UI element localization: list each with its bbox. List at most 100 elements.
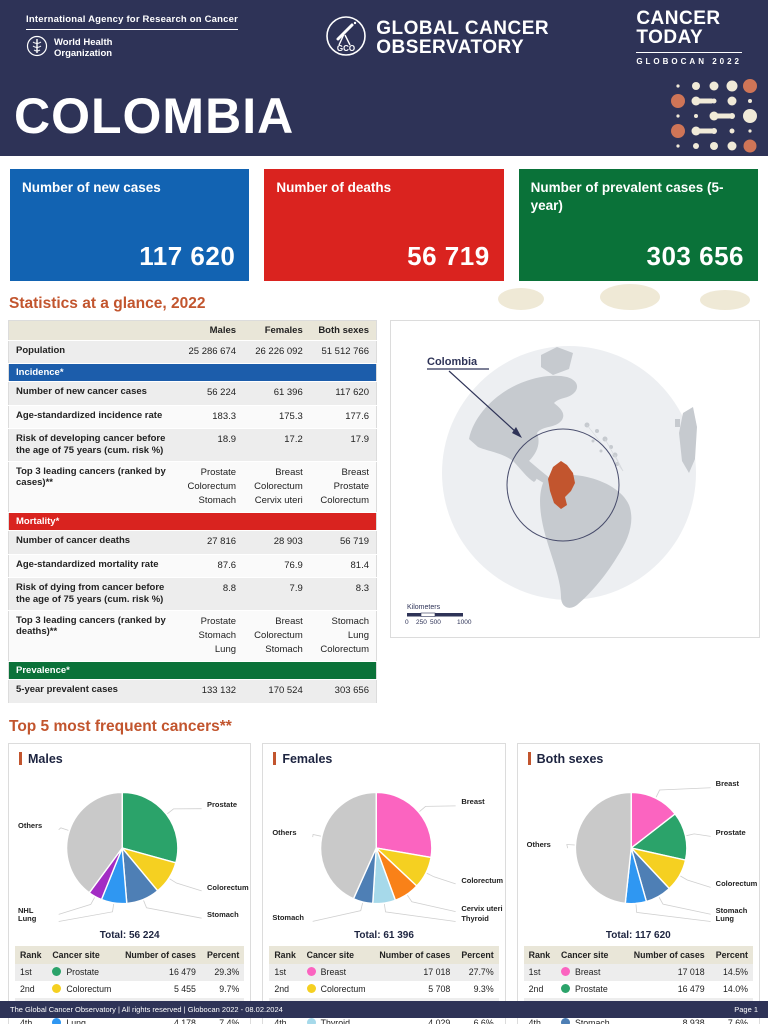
scale-tick: 1000 [457,619,472,626]
glance-header-row: Males Females Both sexes [8,320,377,341]
cases-cell: 5 455 [173,984,196,994]
row-label: Top 3 leading cancers (ranked by cases)*… [16,465,166,489]
country-title: COLOMBIA [14,88,295,144]
gco-wordmark: GLOBAL CANCER OBSERVATORY [376,19,549,57]
pie-leader-line [419,805,456,812]
site-cell: Prostate [47,964,118,981]
pie-svg [58,791,202,922]
percent-cell: 7.4% [219,1018,240,1024]
table-row: Number of new cancer cases 56 224 61 396… [8,381,377,405]
new-cases-card: Number of new cases 117 620 [10,169,250,281]
col-males: Males [176,320,244,341]
pie-label-colorectum: Colorectum [207,882,249,892]
pie-label-prostate: Prostate [207,799,238,809]
table-row: Top 3 leading cancers (ranked by cases)*… [8,461,377,513]
males-value: Prostate Stomach Lung [198,615,237,656]
incidence-section-bar: Incidence* [8,363,377,382]
top5-table-row: 4th Stomach 8 938 7.6% [524,1015,753,1024]
pie-leader-line [407,894,457,912]
iarc-title: International Agency for Research on Can… [26,14,239,30]
both-value: 117 620 [335,387,369,399]
deaths-card: Number of deaths 56 719 [264,169,504,281]
top5-header-row: Rank Cancer site Number of cases Percent [523,945,753,964]
males-value: 27 816 [206,536,237,548]
section-title: Mortality* [8,512,377,531]
prevalent-value: 303 656 [646,241,744,271]
percent-cell: 6.6% [473,1018,494,1024]
table-row: Age-standardized mortality rate 87.6 76.… [8,554,377,578]
scale-tick: 500 [430,619,441,626]
panel-title: Both sexes [536,751,604,766]
percent-cell: 27.7% [468,967,494,977]
row-label: Number of new cancer cases [16,386,147,398]
pie-slice-others [65,791,123,894]
females-value: Breast Colorectum Cervix uteri [254,466,303,507]
pie-label-breast: Breast [461,797,485,807]
rank-header: Rank [15,945,48,964]
pie-leader-line [384,903,457,922]
site-cell: Breast [556,964,627,981]
pie-leader-line [143,899,202,919]
globe-map: Colombia Kilometers 0 250 500 1000 [405,346,697,626]
rank-cell: 4th [274,1018,287,1024]
percent-cell: 7.6% [727,1018,748,1024]
site-cell: Prostate [556,981,627,998]
cases-cell: 16 479 [677,984,705,994]
colombia-shape [548,461,575,509]
globocan-label: GLOBOCAN 2022 [636,56,742,66]
col-both: Both sexes [309,320,377,341]
top5-table-row: 4th Lung 4 178 7.4% [15,1015,244,1024]
pie-slice-breast [630,791,676,849]
footer-bar: The Global Cancer Observatory | All righ… [0,1001,768,1018]
cases-header: Number of cases [626,945,710,964]
females-value: 76.9 [284,559,303,571]
rank-cell: 1st [20,967,32,977]
pie-leader-line [679,875,711,888]
rank-cell: 2nd [20,984,35,994]
section-title: Incidence* [8,363,377,382]
pie-svg [565,786,711,922]
pie-label-stomach: Stomach [715,906,748,916]
who-name-line1: World Health [54,36,113,48]
both-value: 56 719 [339,536,369,548]
glance-section: Males Females Both sexes Population 25 2… [0,320,768,704]
glance-corner-cell [8,320,177,341]
map-scale-label: Kilometers [407,604,441,611]
color-swatch [560,984,570,993]
top5-header-row: Rank Cancer site Number of cases Percent [269,945,499,964]
world-map-panel: Colombia Kilometers 0 250 500 1000 [390,320,760,638]
site-header: Cancer site [555,945,627,964]
rank-cell: 4th [20,1018,33,1024]
top5-header-row: Rank Cancer site Number of cases Percent [15,945,245,964]
population-row: Population 25 286 674 26 226 092 51 512 … [8,340,377,364]
pie-total: Total: 56 224 [99,929,160,941]
top5-table-row: 2nd Colorectum 5 455 9.7% [15,981,244,998]
percent-cell: 9.7% [219,984,240,994]
cancer-today-wordmark: CANCER TODAY [636,8,742,53]
iarc-who-logo: International Agency for Research on Can… [26,14,239,62]
males-value: 18.9 [217,433,237,445]
pie-leader-line [312,902,364,922]
glance-table: Males Females Both sexes Population 25 2… [8,320,377,704]
cases-header: Number of cases [372,945,456,964]
section-title: Prevalence* [8,661,377,680]
both-value: 8.3 [355,582,369,594]
cancer-today-line1: CANCER [636,8,721,30]
cancer-today-logo: CANCER TODAY GLOBOCAN 2022 [636,8,742,66]
pie-slice-prostate [121,791,179,864]
both-value: 177.6 [345,410,369,422]
row-label: Age-standardized incidence rate [16,409,163,421]
summary-cards: Number of new cases 117 620 Number of de… [0,156,768,281]
rank-header: Rank [523,945,556,964]
pie-svg [312,791,457,922]
row-label: Risk of dying from cancer before the age… [16,581,165,605]
males-value: 25 286 674 [188,346,237,357]
new-cases-label: Number of new cases [22,180,161,195]
site-cell: Thyroid [302,1015,373,1024]
top5-panel: Both sexes Breast Prostate Colorectum Stoma… [516,742,760,1024]
pie-label-thyroid: Thyroid [461,913,489,923]
males-value: 8.8 [222,582,237,594]
rank-cell: 1st [528,967,541,977]
color-swatch [52,967,62,976]
both-value: Breast Prostate Colorectum [320,466,369,507]
